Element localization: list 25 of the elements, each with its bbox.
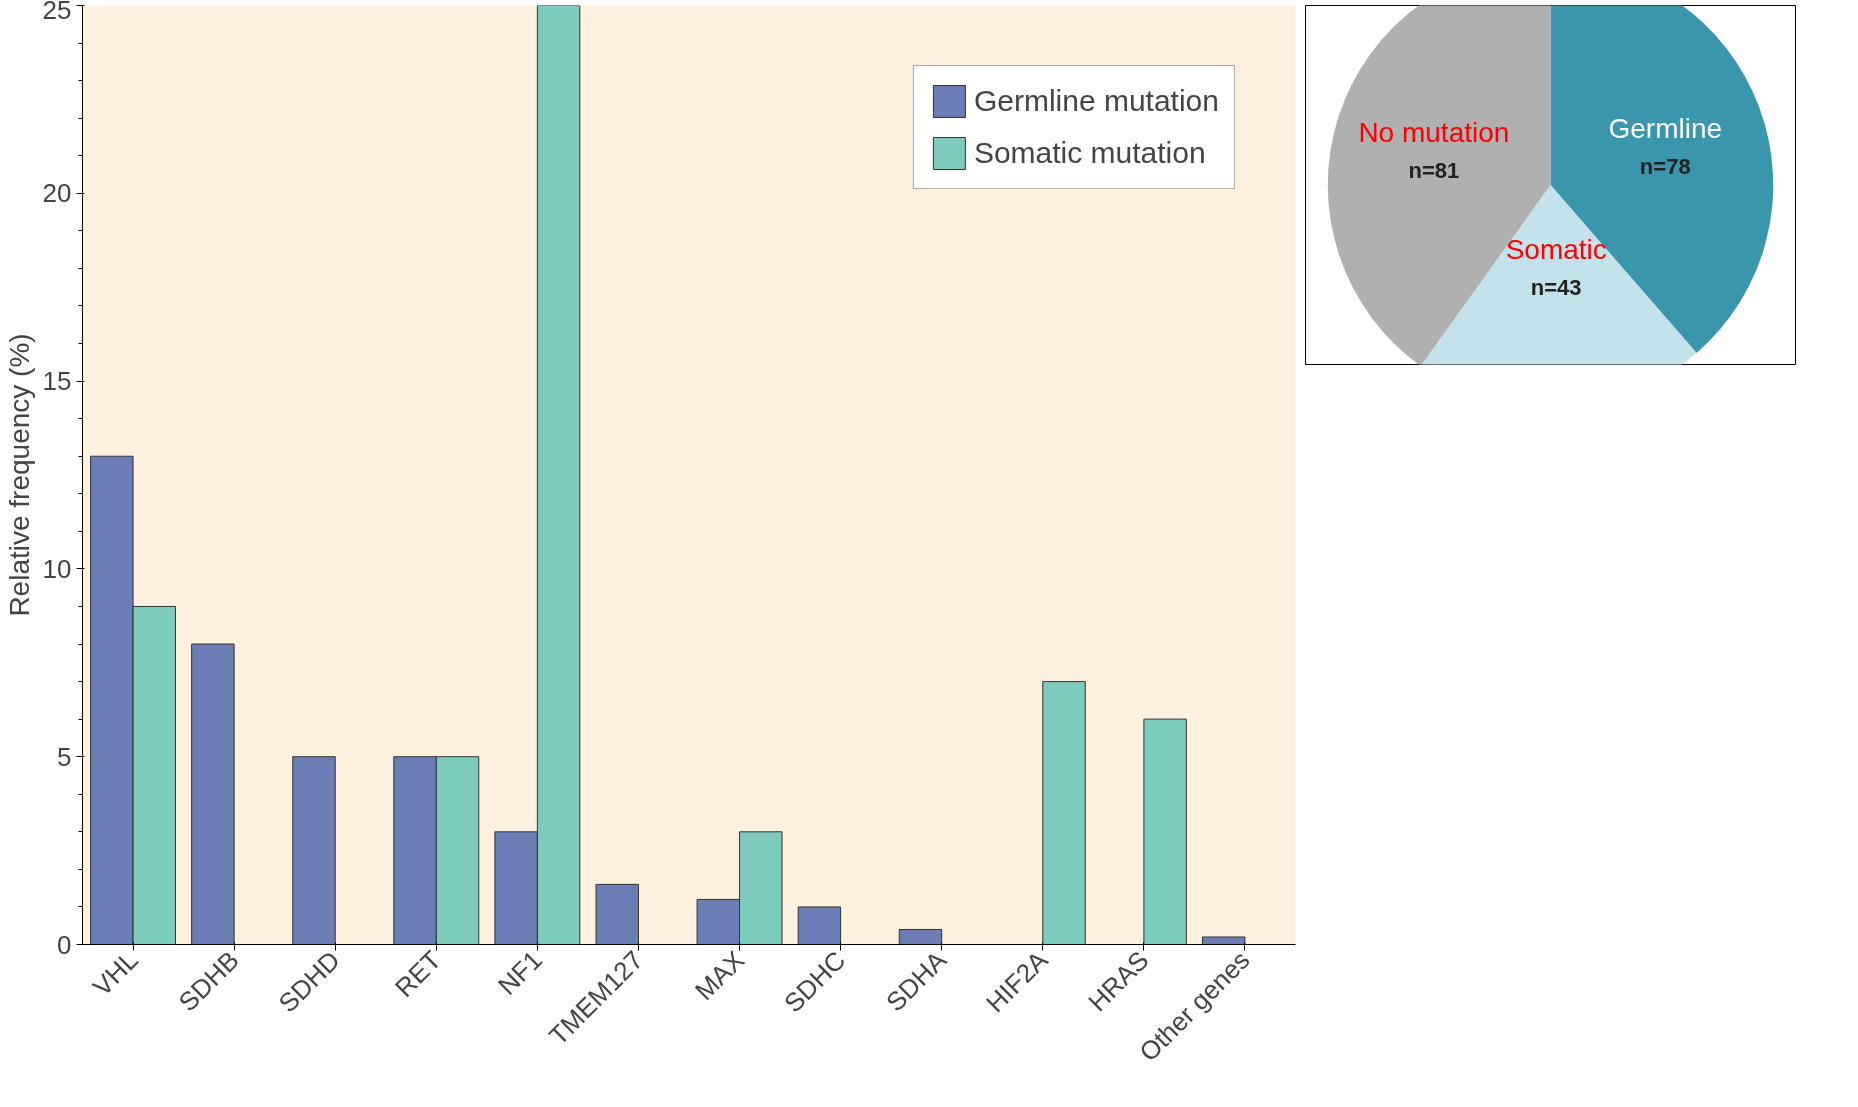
bar (1202, 936, 1246, 945)
bar (191, 643, 235, 945)
slice-label: Somatic (1505, 233, 1607, 265)
bar (292, 756, 336, 945)
bar (595, 883, 639, 945)
y-tick-label: 5 (57, 741, 72, 772)
bar (1042, 681, 1086, 945)
slice-label: No mutation (1358, 116, 1510, 148)
x-tick-label: NF1 (492, 944, 548, 1001)
y-tick-label: 10 (42, 553, 72, 584)
y-tick-label: 15 (42, 366, 72, 397)
legend-label: Somatic mutation (973, 136, 1206, 170)
y-axis-title: Relative frequency (%) (3, 333, 35, 617)
bar (797, 906, 842, 945)
bar (898, 928, 943, 945)
legend-label: Germline mutation (973, 84, 1219, 118)
data-label: n=78 (1639, 153, 1691, 179)
data-label: n=43 (1530, 274, 1582, 300)
data-label: n=81 (1408, 157, 1460, 183)
y-tick-label: 20 (42, 178, 72, 209)
bar (1143, 718, 1187, 945)
y-tick-label: 25 (42, 0, 72, 25)
y-tick-label: 0 (57, 929, 72, 960)
slice-label: Germline (1608, 112, 1723, 144)
x-tick-label: VHL (86, 944, 144, 1002)
